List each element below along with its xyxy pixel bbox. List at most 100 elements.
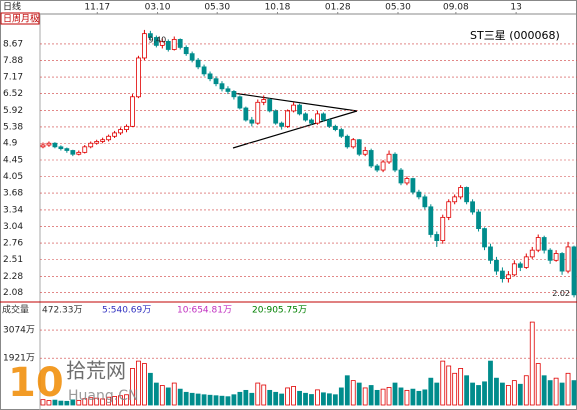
volume-bar xyxy=(523,375,529,406)
volume-bar xyxy=(279,393,285,406)
volume-bar xyxy=(535,363,541,406)
candle-body xyxy=(541,237,547,251)
volume-bar xyxy=(40,399,46,406)
candle-body xyxy=(517,263,523,268)
volume-bar xyxy=(64,400,70,406)
candle-body xyxy=(153,37,159,46)
y-tick-label: 3.68 xyxy=(3,189,23,199)
annotation: 9.40 xyxy=(148,35,166,44)
candle-body xyxy=(356,139,362,155)
candle-body xyxy=(70,150,76,155)
candle-body xyxy=(183,47,189,55)
candle-body xyxy=(410,178,416,193)
volume-bar xyxy=(476,385,481,406)
volume-bar xyxy=(571,380,577,406)
volume-bar xyxy=(422,389,428,406)
candle-body xyxy=(52,142,58,148)
candle-body xyxy=(500,270,505,280)
volume-bar xyxy=(231,394,237,406)
candle-body xyxy=(386,153,392,163)
x-tick-label: 10.18 xyxy=(265,3,291,13)
y-tick-label: 7.17 xyxy=(3,73,23,83)
volume-bar xyxy=(46,400,52,406)
candle-body xyxy=(392,153,398,171)
candle-body xyxy=(82,146,88,153)
volume-bar xyxy=(452,372,458,406)
volume-bar xyxy=(118,395,123,406)
candle-body xyxy=(344,135,350,148)
volume-bar xyxy=(488,360,493,406)
volume-bar xyxy=(207,394,213,406)
volume-bar xyxy=(559,382,565,406)
candle-body xyxy=(464,187,470,203)
candle-body xyxy=(106,135,112,141)
x-tick-label: 13 xyxy=(510,3,521,13)
candle-body xyxy=(64,148,70,151)
candle-body xyxy=(326,119,332,127)
period-label: 日线 xyxy=(3,1,21,13)
candle-body xyxy=(350,139,356,148)
volume-bar xyxy=(201,394,207,406)
triangle-lower xyxy=(232,110,358,149)
candle-body xyxy=(94,141,100,144)
volume-bar xyxy=(541,375,547,406)
candle-body xyxy=(112,132,117,137)
candle-body xyxy=(231,91,237,98)
candle-body xyxy=(303,113,308,121)
volume-bar xyxy=(112,396,117,406)
volume-bar xyxy=(464,375,470,406)
candle-body xyxy=(571,246,577,296)
volume-bar xyxy=(338,387,344,406)
x-tick-label: 01.28 xyxy=(325,3,351,13)
y-tick-label: 3.04 xyxy=(3,222,23,232)
candle-body xyxy=(76,151,82,155)
volume-bar xyxy=(362,387,368,406)
volume-bar xyxy=(106,396,112,406)
volume-bar xyxy=(285,387,291,406)
volume-bar xyxy=(553,377,559,406)
y-tick-label: 4.05 xyxy=(3,172,23,182)
volume-bar xyxy=(267,389,273,406)
volume-bar xyxy=(374,389,380,406)
candle-body xyxy=(428,206,434,235)
volume-bar xyxy=(500,382,505,406)
candle-body xyxy=(362,150,368,155)
candle-body xyxy=(529,249,535,258)
volume-bar xyxy=(171,382,177,406)
candle-body xyxy=(452,196,458,203)
volume-bar xyxy=(147,372,153,406)
volume-bar xyxy=(326,393,332,406)
x-tick-label: 05.30 xyxy=(204,3,230,13)
candle-body xyxy=(279,122,285,127)
candle-body xyxy=(142,33,147,59)
candle-body xyxy=(309,119,314,124)
volume-bar xyxy=(380,388,386,406)
period-tabs: 日周月极 xyxy=(3,13,39,25)
volume-bar xyxy=(386,387,392,406)
volume-bar xyxy=(517,383,523,406)
candle-body xyxy=(195,59,201,68)
volume-header: 成交量 xyxy=(2,304,29,316)
triangle-upper xyxy=(232,92,358,112)
candle-body xyxy=(422,196,428,208)
volume-bar xyxy=(225,396,231,406)
volume-bar xyxy=(428,377,434,406)
candle-body xyxy=(201,66,207,75)
y-tick-label: 8.67 xyxy=(3,39,23,49)
x-tick-label: 05.30 xyxy=(385,3,411,13)
volume-bar xyxy=(136,360,141,406)
volume-bar xyxy=(124,394,129,406)
period-tabs-box xyxy=(0,12,40,25)
candle-body xyxy=(374,165,380,171)
candle-body xyxy=(225,88,231,92)
volume-bar xyxy=(350,380,356,406)
volume-bar xyxy=(88,397,94,406)
candle-body xyxy=(332,125,338,130)
volume-header: 472.33万 xyxy=(42,306,83,316)
y-tick-label: 2.08 xyxy=(3,288,23,298)
candle-body xyxy=(446,201,452,218)
volume-bar xyxy=(494,377,499,406)
watermark-site: Huang.CN xyxy=(68,388,138,404)
volume-bar xyxy=(249,392,255,406)
